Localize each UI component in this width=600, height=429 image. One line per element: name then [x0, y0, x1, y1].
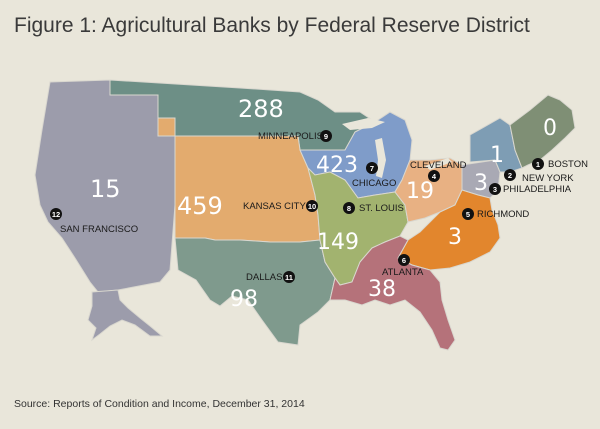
district-9-city: MINNEAPOLIS: [258, 131, 323, 142]
district-11-city: DALLAS: [246, 272, 282, 283]
alaska-region: [87, 289, 164, 342]
district-3-marker: 3 PHILADELPHIA: [489, 183, 572, 195]
lake-superior: [342, 118, 385, 130]
district-8-marker: 8 ST. LOUIS: [343, 202, 404, 214]
district-5-count: 3: [448, 225, 462, 250]
district-1-region: [509, 94, 576, 169]
district-12-city: SAN FRANCISCO: [60, 224, 138, 235]
district-6-marker: 6 ATLANTA: [382, 254, 424, 278]
district-7-count: 423: [316, 153, 358, 178]
district-5-number: 5: [466, 210, 470, 219]
district-6-number: 6: [402, 256, 406, 265]
district-10-count: 459: [177, 192, 223, 220]
district-11-marker: 11 DALLAS: [246, 271, 295, 283]
district-7-number: 7: [370, 164, 374, 173]
district-11-number: 11: [285, 273, 293, 282]
figure-title: Figure 1: Agricultural Banks by Federal …: [14, 14, 530, 37]
district-7-city: CHICAGO: [352, 178, 396, 189]
district-12-count: 15: [90, 175, 121, 203]
district-8-number: 8: [347, 204, 351, 213]
district-1-count: 0: [543, 116, 557, 141]
district-12-marker: 12 SAN FRANCISCO: [50, 208, 138, 235]
district-9-number: 9: [324, 132, 328, 141]
district-2-region: [469, 117, 523, 173]
district-1-number: 1: [536, 160, 540, 169]
district-10-number: 10: [308, 202, 316, 211]
district-12-number: 12: [52, 210, 60, 219]
district-4-city: CLEVELAND: [410, 160, 467, 171]
district-3-count: 3: [474, 171, 488, 196]
district-2-count: 1: [490, 143, 504, 168]
district-7-marker: 7 CHICAGO: [352, 162, 396, 189]
district-6-count: 38: [368, 277, 396, 302]
district-8-count: 149: [317, 230, 359, 255]
district-10-city: KANSAS CITY: [243, 201, 306, 212]
district-6-city: ATLANTA: [382, 267, 424, 278]
district-1-city: BOSTON: [548, 159, 588, 170]
district-3-city: PHILADELPHIA: [503, 184, 572, 195]
source-note: Source: Reports of Condition and Income,…: [14, 398, 305, 410]
district-1-marker: 1 BOSTON: [532, 158, 588, 170]
district-3-number: 3: [493, 185, 497, 194]
district-4-marker: 4 CLEVELAND: [410, 160, 467, 182]
district-8-city: ST. LOUIS: [359, 203, 404, 214]
district-4-number: 4: [432, 172, 437, 181]
district-5-city: RICHMOND: [477, 209, 529, 220]
district-2-number: 2: [508, 171, 512, 180]
district-4-count: 19: [406, 179, 434, 204]
district-11-region: [174, 237, 336, 346]
district-9-marker: 9 MINNEAPOLIS: [258, 130, 332, 142]
district-9-count: 288: [238, 95, 284, 123]
district-2-marker: 2 NEW YORK: [504, 169, 574, 184]
district-11-count: 98: [230, 287, 258, 312]
district-10-marker: 10 KANSAS CITY: [243, 200, 318, 212]
district-5-marker: 5 RICHMOND: [462, 208, 529, 220]
lake-erie: [425, 158, 452, 170]
district-2-city: NEW YORK: [522, 173, 574, 184]
